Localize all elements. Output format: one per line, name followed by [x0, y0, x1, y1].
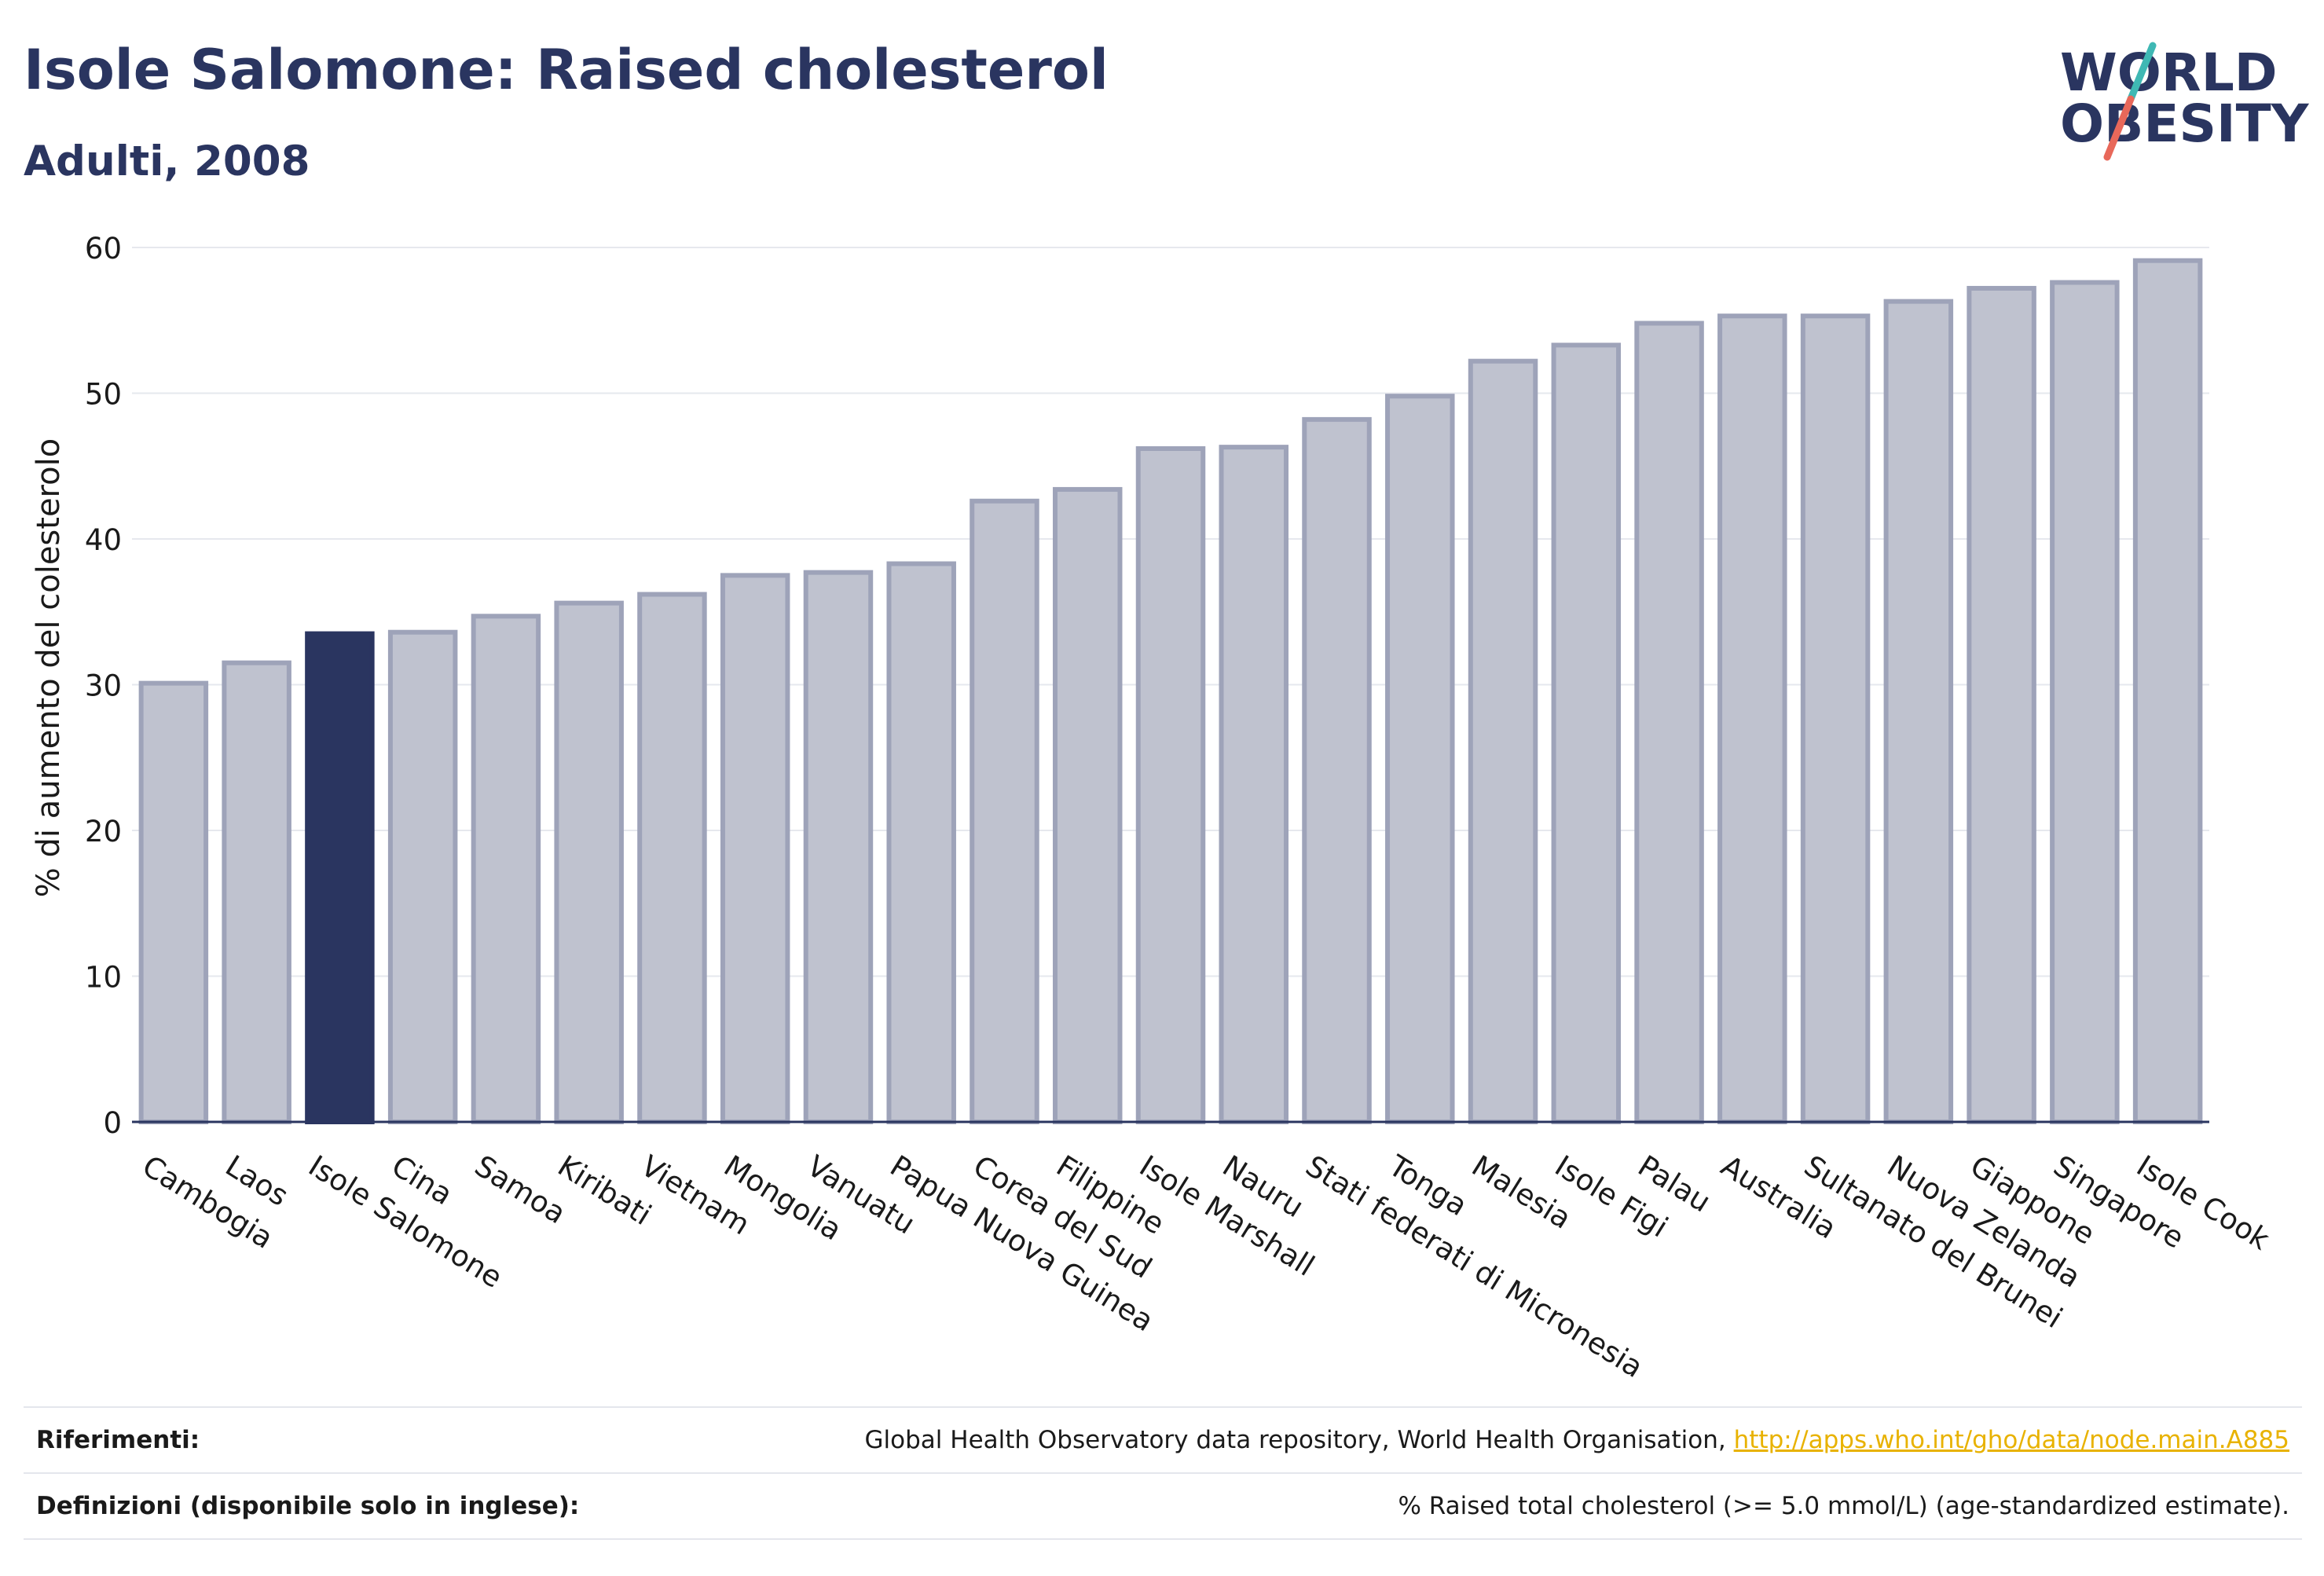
logo-text-obesity: OBESITY: [2060, 93, 2310, 154]
y-tick-label: 60: [85, 232, 122, 266]
bar[interactable]: [1551, 343, 1622, 1125]
references-link[interactable]: http://apps.who.int/gho/data/node.main.A…: [1733, 1426, 2289, 1454]
y-axis-ticks: 0 10 20 30 40 50 60: [85, 232, 122, 1140]
bar[interactable]: [138, 680, 209, 1124]
y-tick-label: 10: [85, 961, 122, 995]
bar[interactable]: [471, 614, 541, 1124]
y-tick-label: 20: [85, 815, 122, 848]
y-tick-label: 50: [85, 378, 122, 412]
references-text: Global Health Observatory data repositor…: [864, 1426, 1734, 1454]
bar[interactable]: [720, 573, 790, 1124]
bar[interactable]: [1883, 299, 1954, 1124]
y-axis-label: % di aumento del colesterolo: [31, 438, 67, 897]
bar[interactable]: [1468, 358, 1538, 1124]
x-tick-label: Kiribati: [552, 1149, 657, 1232]
definitions-label: Definizioni (disponibile solo in inglese…: [36, 1492, 580, 1520]
logo-slash-red: [2103, 95, 2135, 161]
bar[interactable]: [1135, 445, 1206, 1124]
y-tick-label: 30: [85, 669, 122, 703]
y-tick-label: 0: [103, 1106, 122, 1140]
bar[interactable]: [222, 660, 291, 1124]
references-value: Global Health Observatory data repositor…: [865, 1426, 2302, 1454]
chart-subtitle: Adulti, 2008: [24, 137, 310, 185]
bars: [138, 258, 2203, 1125]
definitions-text: % Raised total cholesterol (>= 5.0 mmol/…: [1398, 1492, 2289, 1520]
logo-slash-teal: [2127, 42, 2157, 103]
bar[interactable]: [1634, 321, 1704, 1124]
bar[interactable]: [637, 592, 707, 1124]
bar[interactable]: [1052, 486, 1123, 1124]
bar[interactable]: [970, 498, 1039, 1124]
bar[interactable]: [305, 631, 375, 1124]
bar[interactable]: [2132, 258, 2203, 1125]
chart-title: Isole Salomone: Raised cholesterol: [24, 38, 1109, 102]
footer: Riferimenti: Global Health Observatory d…: [24, 1406, 2302, 1540]
bar[interactable]: [554, 600, 624, 1124]
footer-references-row: Riferimenti: Global Health Observatory d…: [24, 1406, 2302, 1472]
bar[interactable]: [1385, 394, 1455, 1124]
bar[interactable]: [2050, 280, 2120, 1124]
x-tick-label: Samoa: [469, 1149, 572, 1230]
bar[interactable]: [387, 629, 458, 1124]
references-label: Riferimenti:: [36, 1426, 200, 1454]
bar[interactable]: [1717, 313, 1787, 1124]
bar[interactable]: [1800, 313, 1871, 1124]
footer-definitions-row: Definizioni (disponibile solo in inglese…: [24, 1472, 2302, 1540]
bar[interactable]: [1302, 416, 1372, 1124]
bar[interactable]: [803, 570, 874, 1124]
y-tick-label: 40: [85, 523, 122, 557]
logo-text-world: WORLD: [2060, 42, 2278, 103]
bar[interactable]: [886, 561, 956, 1124]
bar[interactable]: [1219, 445, 1289, 1124]
world-obesity-logo: WORLD OBESITY: [2060, 42, 2310, 161]
bar[interactable]: [1967, 285, 2036, 1125]
